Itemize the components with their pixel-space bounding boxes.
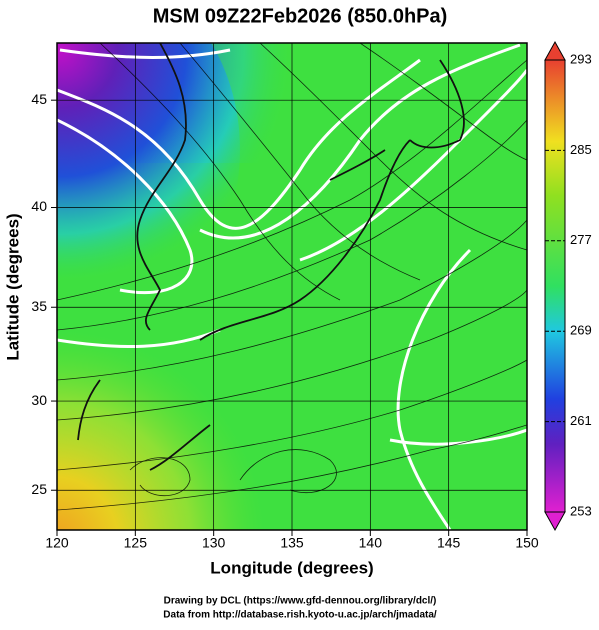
x-tick-label: 135 xyxy=(280,535,304,551)
y-tick-label: 45 xyxy=(31,91,47,107)
coastlines xyxy=(77,43,465,471)
y-tick-label: 30 xyxy=(31,392,47,408)
colorbar-tick-label: 293 xyxy=(570,51,592,66)
x-tick-label: 145 xyxy=(437,535,461,551)
colorbar-bar xyxy=(544,59,566,513)
colorbar-extend-top xyxy=(544,40,566,61)
credit: Data from http://database.rish.kyoto-u.a… xyxy=(163,610,437,621)
colorbar-tick-label: 261 xyxy=(570,413,592,428)
colorbar: 253 261 269 277 285 293 xyxy=(544,40,592,532)
y-axis-label: Latitude (degrees) xyxy=(3,213,22,360)
credit: Drawing by DCL (https://www.gfd-dennou.o… xyxy=(164,596,437,607)
temperature-field xyxy=(57,43,527,530)
x-axis-label: Longitude (degrees) xyxy=(210,558,373,577)
x-tick-label: 140 xyxy=(359,535,383,551)
streamlines xyxy=(57,43,527,511)
colorbar-tick-label: 269 xyxy=(570,323,592,338)
x-tick-label: 150 xyxy=(515,535,539,551)
plot-frame xyxy=(56,42,528,531)
colorbar-tick-label: 285 xyxy=(570,142,592,157)
y-tick-label: 25 xyxy=(31,481,47,497)
colorbar-extend-bottom xyxy=(544,511,566,532)
colorbar-tick-label: 253 xyxy=(570,503,592,518)
title: MSM 09Z22Feb2026 (850.0hPa) xyxy=(153,5,448,27)
x-tick-label: 130 xyxy=(202,535,226,551)
x-tick-label: 125 xyxy=(124,535,148,551)
colorbar-tick-label: 277 xyxy=(570,232,592,247)
y-tick-label: 40 xyxy=(31,198,47,214)
y-tick-label: 35 xyxy=(31,298,47,314)
x-tick-label: 120 xyxy=(45,535,69,551)
